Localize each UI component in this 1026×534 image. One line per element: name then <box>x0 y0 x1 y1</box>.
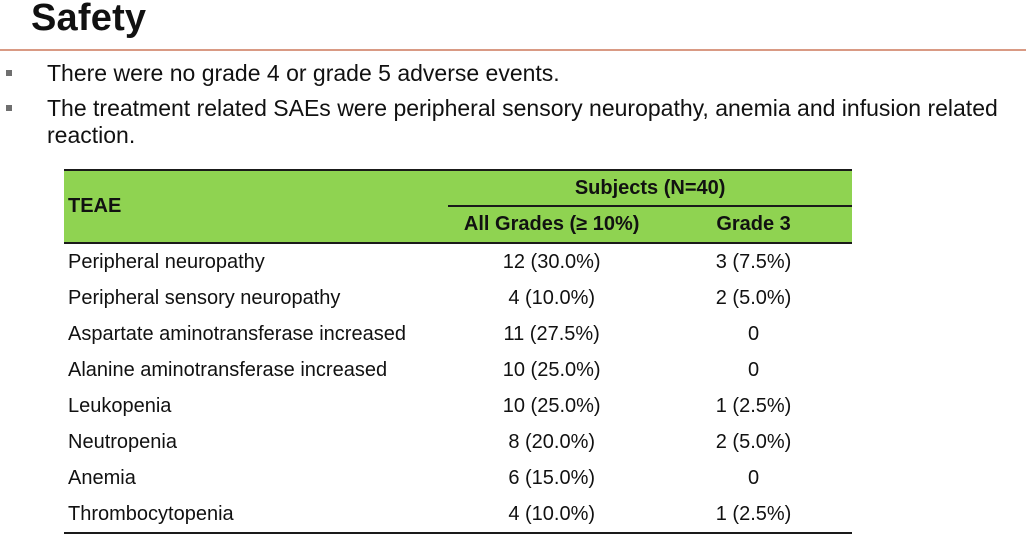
adverse-event-name-cell: Neutropenia <box>68 430 177 453</box>
table-row: Aspartate aminotransferase increased 11 (… <box>64 316 852 352</box>
table-row: Leukopenia 10 (25.0%) 1 (2.5%) <box>64 388 852 424</box>
adverse-event-name-cell: Aspartate aminotransferase increased <box>68 322 406 345</box>
table-row: Neutropenia 8 (20.0%) 2 (5.0%) <box>64 424 852 460</box>
bullet-text: There were no grade 4 or grade 5 adverse… <box>47 60 560 86</box>
all-grades-cell: 6 (15.0%) <box>508 466 596 489</box>
table-row: Thrombocytopenia 4 (10.0%) 1 (2.5%) <box>64 496 852 534</box>
all-grades-cell: 12 (30.0%) <box>502 250 601 273</box>
subjects-group-header: Subjects (N=40) <box>448 169 852 207</box>
table-row: Peripheral sensory neuropathy 4 (10.0%) 2 … <box>64 280 852 316</box>
grade-3-cell: 1 (2.5%) <box>655 496 852 534</box>
table-body: Peripheral neuropathy 12 (30.0%) 3 (7.5%) P… <box>64 243 852 534</box>
square-bullet-icon <box>6 70 12 76</box>
adverse-event-name-cell: Alanine aminotransferase increased <box>68 358 388 381</box>
teae-table-container: TEAE Subjects (N=40) All Grades (≥ 10%) … <box>64 169 852 534</box>
all-grades-cell: 11 (27.5%) <box>503 322 600 345</box>
table-row: Anemia 6 (15.0%) 0 <box>64 460 852 496</box>
grade-3-cell: 2 (5.0%) <box>715 286 792 309</box>
all-grades-cell: 4 (10.0%) <box>508 286 596 309</box>
grade-3-column-header: Grade 3 <box>655 206 852 244</box>
bullet-text: The treatment related SAEs were peripher… <box>47 95 998 148</box>
adverse-event-name-cell: Peripheral sensory neuropathy <box>68 286 341 309</box>
bullet-item: The treatment related SAEs were peripher… <box>0 95 1026 149</box>
adverse-event-name-cell: Leukopenia <box>68 394 172 417</box>
table-header-row: TEAE Subjects (N=40) <box>64 169 852 244</box>
all-grades-cell: 10 (25.0%) <box>502 358 601 381</box>
title-divider <box>0 49 1026 51</box>
adverse-event-name-cell: Thrombocytopenia <box>64 496 449 534</box>
teae-column-header: TEAE <box>64 169 449 244</box>
all-grades-cell: 4 (10.0%) <box>448 496 656 534</box>
teae-table: TEAE Subjects (N=40) All Grades (≥ 10%) … <box>64 169 852 534</box>
bullet-item: There were no grade 4 or grade 5 adverse… <box>0 60 1026 87</box>
table-subheader-row: All Grades (≥ 10%) Grade 3 <box>64 206 852 244</box>
all-grades-cell: 8 (20.0%) <box>508 430 596 453</box>
grade-3-cell: 0 <box>747 358 760 381</box>
table-row: Alanine aminotransferase increased 10 (25… <box>64 352 852 388</box>
square-bullet-icon <box>6 105 12 111</box>
table-row: Peripheral neuropathy 12 (30.0%) 3 (7.5%) <box>64 243 852 280</box>
all-grades-cell: 10 (25.0%) <box>502 394 601 417</box>
grade-3-cell: 2 (5.0%) <box>715 430 792 453</box>
bullet-list: There were no grade 4 or grade 5 adverse… <box>0 60 1026 157</box>
slide-title: Safety <box>31 0 147 39</box>
adverse-event-name-cell: Peripheral neuropathy <box>68 250 265 273</box>
grade-3-cell: 1 (2.5%) <box>715 394 792 417</box>
grade-3-cell: 0 <box>747 322 760 345</box>
grade-3-cell: 3 (7.5%) <box>715 250 792 273</box>
adverse-event-name-cell: Anemia <box>68 466 136 489</box>
grade-3-cell: 0 <box>747 466 760 489</box>
all-grades-column-header: All Grades (≥ 10%) <box>448 206 656 244</box>
